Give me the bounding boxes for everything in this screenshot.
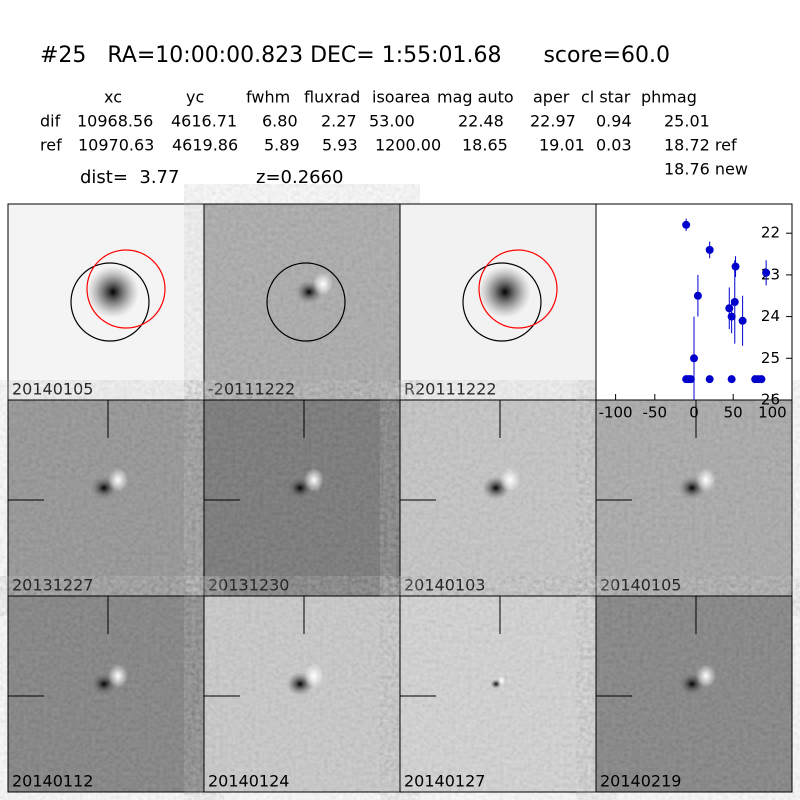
stamp: -20111222	[203, 203, 401, 401]
stamp: 20140103	[399, 399, 597, 597]
point	[705, 375, 714, 384]
aperture	[266, 262, 346, 342]
stamp-label: 20140124	[208, 772, 289, 791]
phmag-new: 18.76 new	[664, 160, 748, 179]
column-header: mag auto	[437, 88, 514, 107]
source	[479, 266, 531, 318]
cell: 0.94	[596, 112, 632, 131]
point	[731, 262, 740, 271]
cell: 6.80	[262, 112, 298, 131]
stamp-noise	[400, 596, 596, 792]
y-tick-label: 26	[761, 391, 780, 409]
residual	[500, 468, 520, 492]
stamp: 20131227	[7, 399, 205, 597]
point	[682, 220, 691, 229]
stamp-label: 20140105	[12, 380, 93, 399]
ref-aperture	[86, 249, 166, 329]
cell: 10968.56	[77, 112, 153, 131]
residual	[696, 664, 716, 688]
point	[686, 375, 695, 384]
y-tick-label: 22	[761, 224, 780, 242]
x-tick-label: -100	[599, 404, 633, 422]
cell: 53.00	[369, 112, 415, 131]
column-header: cl star	[581, 88, 631, 107]
residual	[304, 468, 324, 492]
cell: 22.97	[530, 112, 576, 131]
cell: 22.48	[458, 112, 504, 131]
residual	[304, 664, 324, 688]
column-header: yc	[186, 88, 204, 107]
residual	[108, 664, 128, 688]
stamp-label: 20140103	[404, 576, 485, 595]
stamp: 20140127	[399, 595, 597, 793]
redshift: z=0.2660	[256, 167, 344, 188]
point	[738, 316, 747, 325]
stamp: 20140124	[203, 595, 401, 793]
aperture	[70, 262, 150, 342]
stamp: 20140105	[595, 399, 793, 597]
stamp: 20140112	[7, 595, 205, 793]
cell: 0.03	[596, 136, 632, 155]
column-header: xc	[104, 88, 122, 107]
dist: dist= 3.77	[80, 167, 179, 188]
cell: 4616.71	[171, 112, 237, 131]
stamp: R20111222	[399, 203, 597, 401]
stamp-label: 20140112	[12, 772, 93, 791]
point	[693, 291, 702, 300]
aperture	[462, 262, 542, 342]
point	[730, 298, 739, 306]
cell: 18.65	[462, 136, 508, 155]
stamp-border	[595, 595, 793, 793]
residual	[497, 676, 506, 686]
stamp-label: -20111222	[208, 380, 295, 399]
residual	[108, 468, 128, 492]
stamp: 20131230	[203, 399, 401, 597]
point	[762, 268, 771, 277]
point	[705, 245, 714, 254]
cell: 1200.00	[375, 136, 441, 155]
cell: 5.93	[322, 136, 358, 155]
title: #25 RA=10:00:00.823 DEC= 1:55:01.68 scor…	[40, 43, 670, 68]
point	[757, 375, 766, 384]
cell: 18.72 ref	[664, 136, 737, 155]
x-tick-label: -50	[643, 404, 668, 422]
row-label: dif	[40, 112, 61, 131]
cell: 2.27	[321, 112, 357, 131]
stamp: 20140219	[595, 595, 793, 793]
column-header: isoarea	[372, 88, 430, 107]
y-tick-label: 25	[761, 349, 780, 367]
cell: 10970.63	[78, 136, 154, 155]
stamp: 20140105	[7, 203, 205, 401]
stamp-label: 20140127	[404, 772, 485, 791]
stamp-label: 20131227	[12, 576, 93, 595]
point	[727, 375, 736, 384]
cell: 4619.86	[172, 136, 238, 155]
cell: 25.01	[664, 112, 710, 131]
stamp-label: 20131230	[208, 576, 289, 595]
stamp-label: R20111222	[404, 380, 497, 399]
column-header: fluxrad	[304, 88, 360, 107]
cell: 19.01	[539, 136, 585, 155]
y-tick-label: 24	[761, 307, 780, 325]
stamps: 20140105 -20111222 R20111222 20131227 201312…	[7, 203, 793, 793]
residual	[313, 272, 333, 296]
column-header: phmag	[641, 88, 697, 107]
ref-aperture	[478, 249, 558, 329]
x-tick-label: 100	[758, 404, 787, 422]
column-header: aper	[533, 88, 570, 107]
source	[87, 266, 139, 318]
cell: 5.89	[264, 136, 300, 155]
stamp-label: 20140105	[600, 576, 681, 595]
x-tick-label: 0	[689, 404, 699, 422]
stamp-label: 20140219	[600, 772, 681, 791]
column-header: fwhm	[246, 88, 290, 107]
point	[690, 354, 698, 363]
point	[727, 312, 736, 321]
x-tick-label: 50	[724, 404, 743, 422]
residual	[696, 468, 716, 492]
row-label: ref	[40, 136, 62, 155]
